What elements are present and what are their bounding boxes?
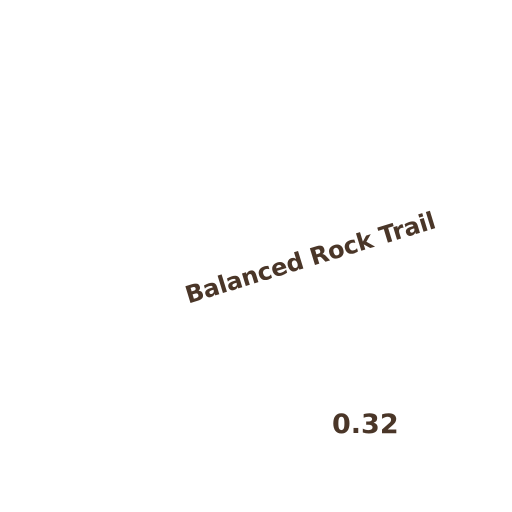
trail-name-label: Balanced Rock Trail — [181, 206, 439, 310]
trail-distance-label: 0.32 — [332, 409, 399, 440]
